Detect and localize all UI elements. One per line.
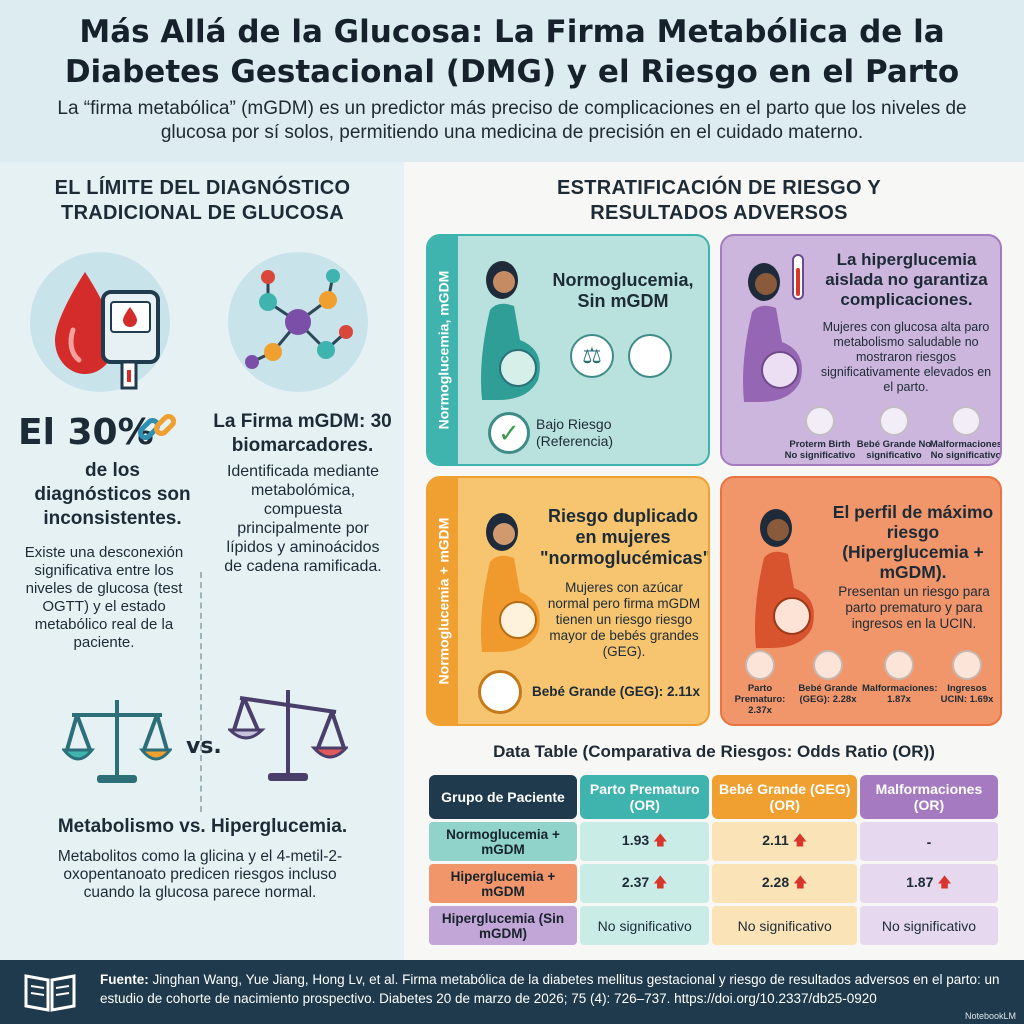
- table-row: Hiperglucemia + mGDM 2.37 🡅 2.28 🡅 1.87 🡅: [429, 864, 998, 903]
- arrow-up-icon: 🡅: [653, 831, 668, 848]
- thermometer-icon: [792, 254, 804, 300]
- card3-title: Riesgo duplicado en mujeres "normoglucém…: [540, 506, 710, 568]
- card4-body: Presentan un riesgo para parto prematuro…: [838, 584, 990, 631]
- stat-rest: de los diagnósticos son inconsistentes.: [34, 460, 191, 529]
- table-row-group: Hiperglucemia + mGDM: [429, 864, 577, 903]
- broken-link-icon: [137, 413, 177, 441]
- arrow-up-icon: 🡅: [793, 873, 808, 890]
- arrow-up-icon: 🡅: [792, 831, 808, 848]
- meta-body: Metabolitos como la glicina y el 4-metil…: [57, 848, 343, 901]
- vs-label: vs.: [186, 734, 222, 759]
- table-cell: 2.28 🡅: [712, 864, 857, 903]
- arrow-up-icon: 🡅: [653, 873, 668, 890]
- table-title: Data Table (Comparativa de Riesgos: Odds…: [493, 742, 935, 761]
- table-row-group: Normoglucemia + mGDM: [429, 822, 577, 861]
- table-header-large-baby: Bebé Grande (GEG) (OR): [712, 775, 857, 819]
- card2-title: La hiperglucemia aislada no garantiza co…: [825, 250, 988, 309]
- scale-small-icon: ⚖: [570, 334, 614, 378]
- card3-side-label: Normoglucemia + mGDM: [435, 517, 451, 685]
- page-subtitle: La “firma metabólica” (mGDM) es un predi…: [57, 98, 967, 143]
- table-row: Hiperglucemia (Sin mGDM) No significativ…: [429, 906, 998, 945]
- table-cell: No significativo: [580, 906, 710, 945]
- risk-table: Grupo de Paciente Parto Prematuro (OR) B…: [426, 772, 1001, 948]
- divider: [200, 572, 202, 812]
- card4-item-nicu: Ingresos UCIN: 1.69x: [934, 650, 1000, 705]
- pregnant-woman-icon-2: [743, 263, 802, 402]
- table-cell: 2.11 🡅: [712, 822, 857, 861]
- baby-icon: [879, 406, 909, 436]
- check-icon: ✓: [488, 412, 530, 454]
- table-header-malformations: Malformaciones (OR): [859, 775, 998, 819]
- baby-large-icon: [478, 670, 522, 714]
- arrow-up-icon: 🡅: [937, 873, 952, 890]
- malformation-icon-2: [884, 650, 914, 680]
- card3-risk: Bebé Grande (GEG): 2.11x: [531, 684, 701, 699]
- card-normo-sin-mgdm: Normoglucemia, mGDM Normoglucemia, Sin m…: [426, 234, 710, 466]
- malformation-icon: [951, 406, 981, 436]
- meta-title: Metabolismo vs. Hiperglucemia.: [57, 816, 348, 837]
- card4-item-preterm: Parto Prematuro: 2.37x: [726, 650, 794, 716]
- book-icon: [24, 974, 76, 1012]
- card4-item-large-baby: Bebé Grande (GEG): 2.28x: [794, 650, 862, 705]
- pregnant-woman-icon-3: [481, 513, 540, 652]
- preterm-icon-2: [745, 650, 775, 680]
- firma-title: La Firma mGDM: 30 biomarcadores.: [213, 411, 392, 456]
- preterm-icon: [805, 406, 835, 436]
- table-cell: 1.87 🡅: [859, 864, 998, 903]
- left-panel: EL LÍMITE DEL DIAGNÓSTICO TRADICIONAL DE…: [0, 162, 404, 960]
- fetus-icon: [628, 334, 672, 378]
- card3-body: Mujeres con azúcar normal pero firma mGD…: [547, 580, 701, 659]
- firma-body: Identificada mediante metabolómica, comp…: [224, 463, 382, 575]
- table-header-group: Grupo de Paciente: [429, 775, 577, 819]
- card1-risk: Bajo Riesgo (Referencia): [536, 416, 614, 449]
- molecule-icon: [245, 269, 353, 369]
- header: Más Allá de la Glucosa: La Firma Metaból…: [0, 0, 1024, 162]
- card-normo-mgdm: Normoglucemia + mGDM Riesgo duplicado en…: [426, 476, 710, 726]
- pregnant-woman-icon: [481, 261, 540, 400]
- doi-link[interactable]: https://doi.org/10.2337/db25-0920: [674, 991, 877, 1006]
- card3-side-band: Normoglucemia + mGDM: [428, 478, 458, 724]
- card1-side-label: Normoglucemia, mGDM: [435, 270, 452, 430]
- card1-title: Normoglucemia, Sin mGDM: [552, 270, 694, 311]
- table-cell: No significativo: [859, 906, 998, 945]
- table-cell: -: [859, 822, 998, 861]
- footer-text: Jinghan Wang, Yue Jiang, Hong Lv, et al.…: [100, 972, 1000, 1006]
- right-heading: ESTRATIFICACIÓN DE RIESGO Y RESULTADOS A…: [556, 177, 882, 224]
- stat-body: Existe una desconexión significativa ent…: [24, 544, 184, 651]
- card-hiper-mgdm: El perfil de máximo riesgo (Hiperglucemi…: [720, 476, 1002, 726]
- pregnant-woman-icon-4: [755, 509, 814, 648]
- baby-icon-2: [813, 650, 843, 680]
- incubator-icon: [952, 650, 982, 680]
- tilted-scale-icon: [228, 690, 348, 781]
- card1-side-band: Normoglucemia, mGDM: [428, 236, 458, 464]
- table-header-preterm: Parto Prematuro (OR): [580, 775, 710, 819]
- card-hiper-sin-mgdm: La hiperglucemia aislada no garantiza co…: [720, 234, 1002, 466]
- card4-item-malformations: Malformaciones: 1.87x: [862, 650, 938, 705]
- stat-big: El 30%: [18, 412, 154, 453]
- blood-drop-icon: [55, 272, 160, 390]
- card4-title: El perfil de máximo riesgo (Hiperglucemi…: [832, 502, 994, 582]
- table-header-row: Grupo de Paciente Parto Prematuro (OR) B…: [429, 775, 998, 819]
- table-cell: No significativo: [712, 906, 857, 945]
- card2-item-large-baby: Bebé Grande No significativo: [856, 406, 932, 461]
- table-row: Normoglucemia + mGDM 1.93 🡅 2.11 🡅 -: [429, 822, 998, 861]
- balanced-scale-icon: [62, 700, 172, 783]
- card2-item-preterm: Proterm Birth No significativo: [782, 406, 858, 461]
- table-row-group: Hiperglucemia (Sin mGDM): [429, 906, 577, 945]
- table-cell: 2.37 🡅: [580, 864, 710, 903]
- card2-item-malformations: Malformaciones No significativo: [928, 406, 1000, 461]
- footer-citation: Fuente: Jinghan Wang, Yue Jiang, Hong Lv…: [100, 970, 1005, 1008]
- footer-label: Fuente:: [100, 972, 149, 987]
- table-cell: 1.93 🡅: [580, 822, 710, 861]
- brand-label: NotebookLM: [964, 1011, 1016, 1021]
- card2-body: Mujeres con glucosa alta paro metabolism…: [820, 320, 992, 394]
- left-heading: EL LÍMITE DEL DIAGNÓSTICO TRADICIONAL DE…: [54, 177, 351, 224]
- page-title: Más Allá de la Glucosa: La Firma Metaból…: [64, 14, 960, 90]
- footer: Fuente: Jinghan Wang, Yue Jiang, Hong Lv…: [0, 960, 1024, 1024]
